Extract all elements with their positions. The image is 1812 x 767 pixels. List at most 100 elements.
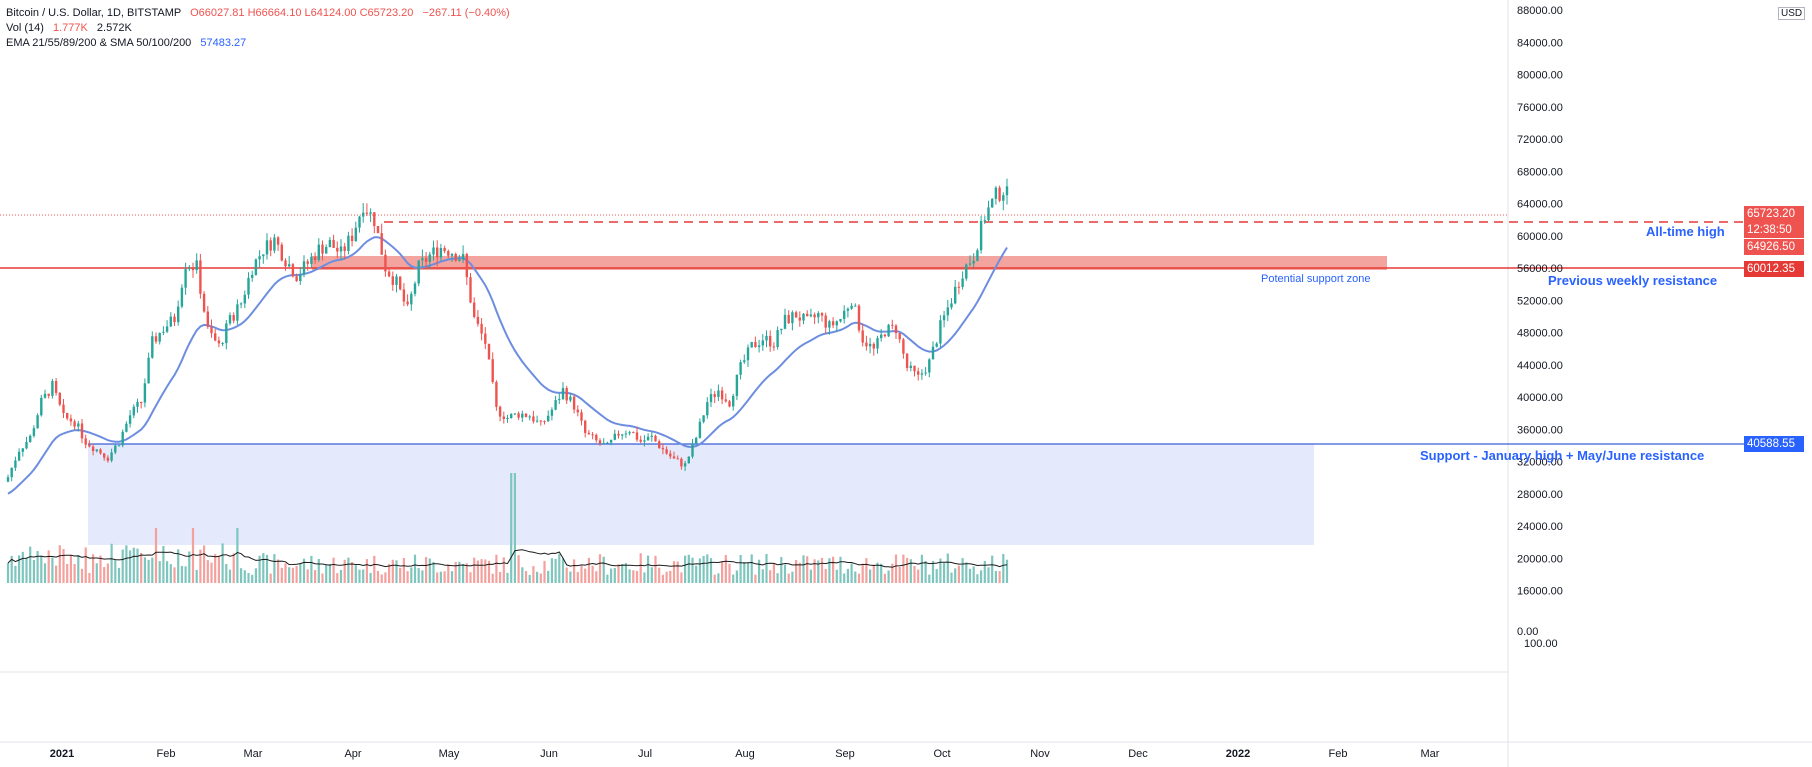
legend-volume-label[interactable]: Vol (14) <box>6 22 44 34</box>
annotation-all-time-high[interactable]: All-time high <box>1646 224 1725 239</box>
candle-body <box>584 420 587 433</box>
candle-body <box>887 324 890 337</box>
annotation-potential-support[interactable]: Potential support zone <box>1261 273 1371 285</box>
volume-bar <box>154 528 158 583</box>
candle-body <box>66 412 69 419</box>
volume-bar <box>69 554 72 583</box>
price-tick-label: 68000.00 <box>1517 166 1563 178</box>
candle-body <box>639 439 642 442</box>
candle-body <box>506 417 509 419</box>
annotation-weekly-resistance[interactable]: Previous weekly resistance <box>1548 273 1718 288</box>
volume-bar <box>258 555 261 583</box>
volume-bar <box>129 550 132 583</box>
volume-bar <box>247 572 250 583</box>
candle-body <box>935 343 938 347</box>
candle-body <box>432 247 435 255</box>
candle-body <box>994 187 998 199</box>
candle-body <box>806 313 809 317</box>
volume-bar <box>314 570 317 583</box>
candle-body <box>136 402 139 407</box>
volume-bar <box>809 569 812 583</box>
volume-bar <box>547 570 550 583</box>
legend-high: H66664.10 <box>247 7 302 19</box>
candle-body <box>765 335 768 341</box>
last-price-label[interactable]: 65723.20 <box>1744 206 1804 222</box>
candle-body <box>280 244 283 261</box>
volume-bar <box>425 557 428 583</box>
time-axis[interactable]: 2021 Feb Mar Apr May Jun Jul Aug Sep Oct Nov Dec 202… <box>50 748 1440 760</box>
resistance-price-label[interactable]: 60012.35 <box>1744 261 1804 277</box>
candle-body <box>957 286 961 288</box>
volume-bar <box>321 573 324 583</box>
candle-body <box>632 432 635 434</box>
volume-bar <box>136 548 139 583</box>
volume-bar <box>462 563 465 583</box>
legend-volume-row: Vol (14) 1.777K 2.572K <box>6 21 510 36</box>
volume-bar <box>732 574 735 583</box>
candle-body <box>617 433 620 436</box>
volume-bar <box>206 560 209 583</box>
volume-bar <box>373 555 376 583</box>
volume-bar <box>236 528 239 583</box>
volume-bar <box>569 571 572 583</box>
support-price-label[interactable]: 40588.55 <box>1744 436 1804 452</box>
volume-bar <box>787 573 790 583</box>
volume-bar <box>251 574 254 583</box>
volume-bar <box>906 557 909 583</box>
candle-body <box>221 343 224 345</box>
candle-body <box>191 268 195 271</box>
candle-body <box>380 233 383 255</box>
volume-bar <box>765 553 768 583</box>
candle-body <box>373 212 376 227</box>
volume-bar <box>935 569 938 583</box>
time-tick-label: Feb <box>157 748 176 760</box>
volume-bar <box>869 569 872 583</box>
candle-body <box>695 437 698 444</box>
candle-body <box>802 313 805 321</box>
all-time-high-label[interactable]: 64926.50 <box>1744 239 1804 255</box>
annotation-support[interactable]: Support - January high + May/June resist… <box>1420 448 1705 463</box>
volume-bar <box>610 568 613 583</box>
candle-body <box>29 435 32 442</box>
candle-body <box>214 333 217 341</box>
volume-bar <box>883 573 886 583</box>
candle-body <box>332 239 335 248</box>
volume-bar <box>77 555 80 583</box>
candle-body <box>288 264 291 267</box>
candle-body <box>476 316 480 324</box>
legend-symbol[interactable]: Bitcoin / U.S. Dollar, 1D, BITSTAMP <box>6 7 182 19</box>
candle-body <box>561 388 565 400</box>
currency-badge[interactable]: USD <box>1778 7 1806 20</box>
time-tick-label: 2021 <box>50 748 74 760</box>
candle-body <box>917 371 920 375</box>
legend-indicator-label[interactable]: EMA 21/55/89/200 & SMA 50/100/200 <box>6 37 192 49</box>
volume-bar <box>410 567 413 583</box>
volume-bar <box>110 543 113 583</box>
volume-bar <box>854 571 857 583</box>
volume-bar <box>277 559 280 583</box>
candle-body <box>428 254 431 262</box>
volume-bar <box>402 558 405 583</box>
candle-body <box>103 453 106 458</box>
volume-bar <box>214 554 217 583</box>
volume-bar <box>828 558 831 583</box>
volume-bar <box>217 555 220 583</box>
volume-bar <box>188 551 191 583</box>
candle-body <box>965 264 968 279</box>
volume-bar <box>776 573 779 583</box>
price-axis[interactable]: 88000.00 84000.00 80000.00 76000.00 72000.00… <box>1517 5 1563 650</box>
volume-bar <box>169 564 172 583</box>
volume-bar <box>306 569 309 583</box>
chart-legend: Bitcoin / U.S. Dollar, 1D, BITSTAMP O660… <box>6 6 510 51</box>
candle-body <box>732 395 735 407</box>
volume-bar <box>80 568 84 583</box>
price-tick-label: 84000.00 <box>1517 37 1563 49</box>
volume-bar <box>628 569 631 583</box>
volume-bar <box>876 562 879 583</box>
volume-bar <box>125 545 128 583</box>
volume-bar <box>376 570 380 583</box>
candle-body <box>1005 186 1009 196</box>
candle-body <box>547 415 550 422</box>
candle-body <box>217 340 221 344</box>
